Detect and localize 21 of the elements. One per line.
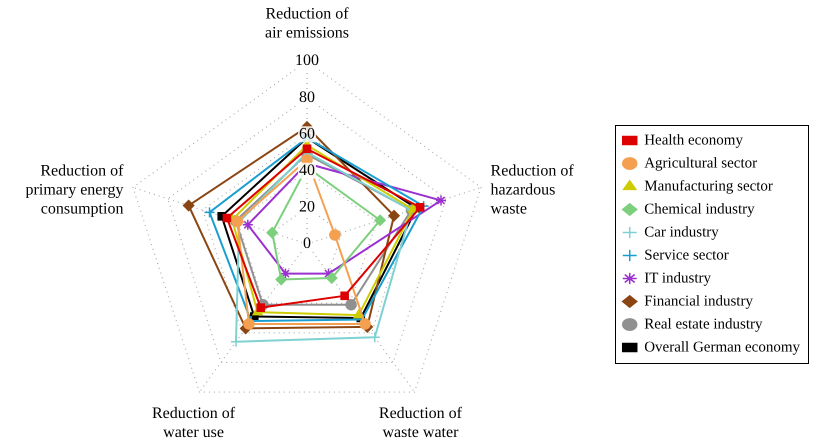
y-tick-label: 80: [299, 88, 315, 106]
legend-label: IT industry: [644, 270, 712, 286]
legend-label: Overall German economy: [644, 339, 800, 356]
legend-label: Service sector: [644, 247, 729, 264]
legend-label: Financial industry: [644, 293, 754, 310]
y-tick-label: 20: [299, 198, 315, 216]
legend-label: Car industry: [644, 224, 720, 240]
legend-label: Real estate industry: [644, 316, 764, 332]
spoke-label: Reduction of primary energy consumption: [26, 162, 124, 218]
legend-label: Manufacturing sector: [644, 178, 773, 194]
legend-label: Agricultural sector: [644, 155, 758, 172]
y-tick-label: 100: [295, 52, 319, 70]
y-tick-label: 40: [299, 162, 315, 180]
spoke-label: Reduction of hazardous waste: [490, 162, 574, 218]
legend-label: Chemical industry: [644, 201, 756, 218]
y-tick-label: 0: [303, 235, 311, 252]
y-tick-label: 60: [299, 125, 315, 142]
legend-label: Health economy: [644, 132, 744, 148]
spoke-label: Reduction of water use: [152, 404, 236, 441]
spoke-label: Reduction of waste water: [378, 404, 463, 441]
spoke-label: Reduction of air emissions: [265, 6, 350, 42]
